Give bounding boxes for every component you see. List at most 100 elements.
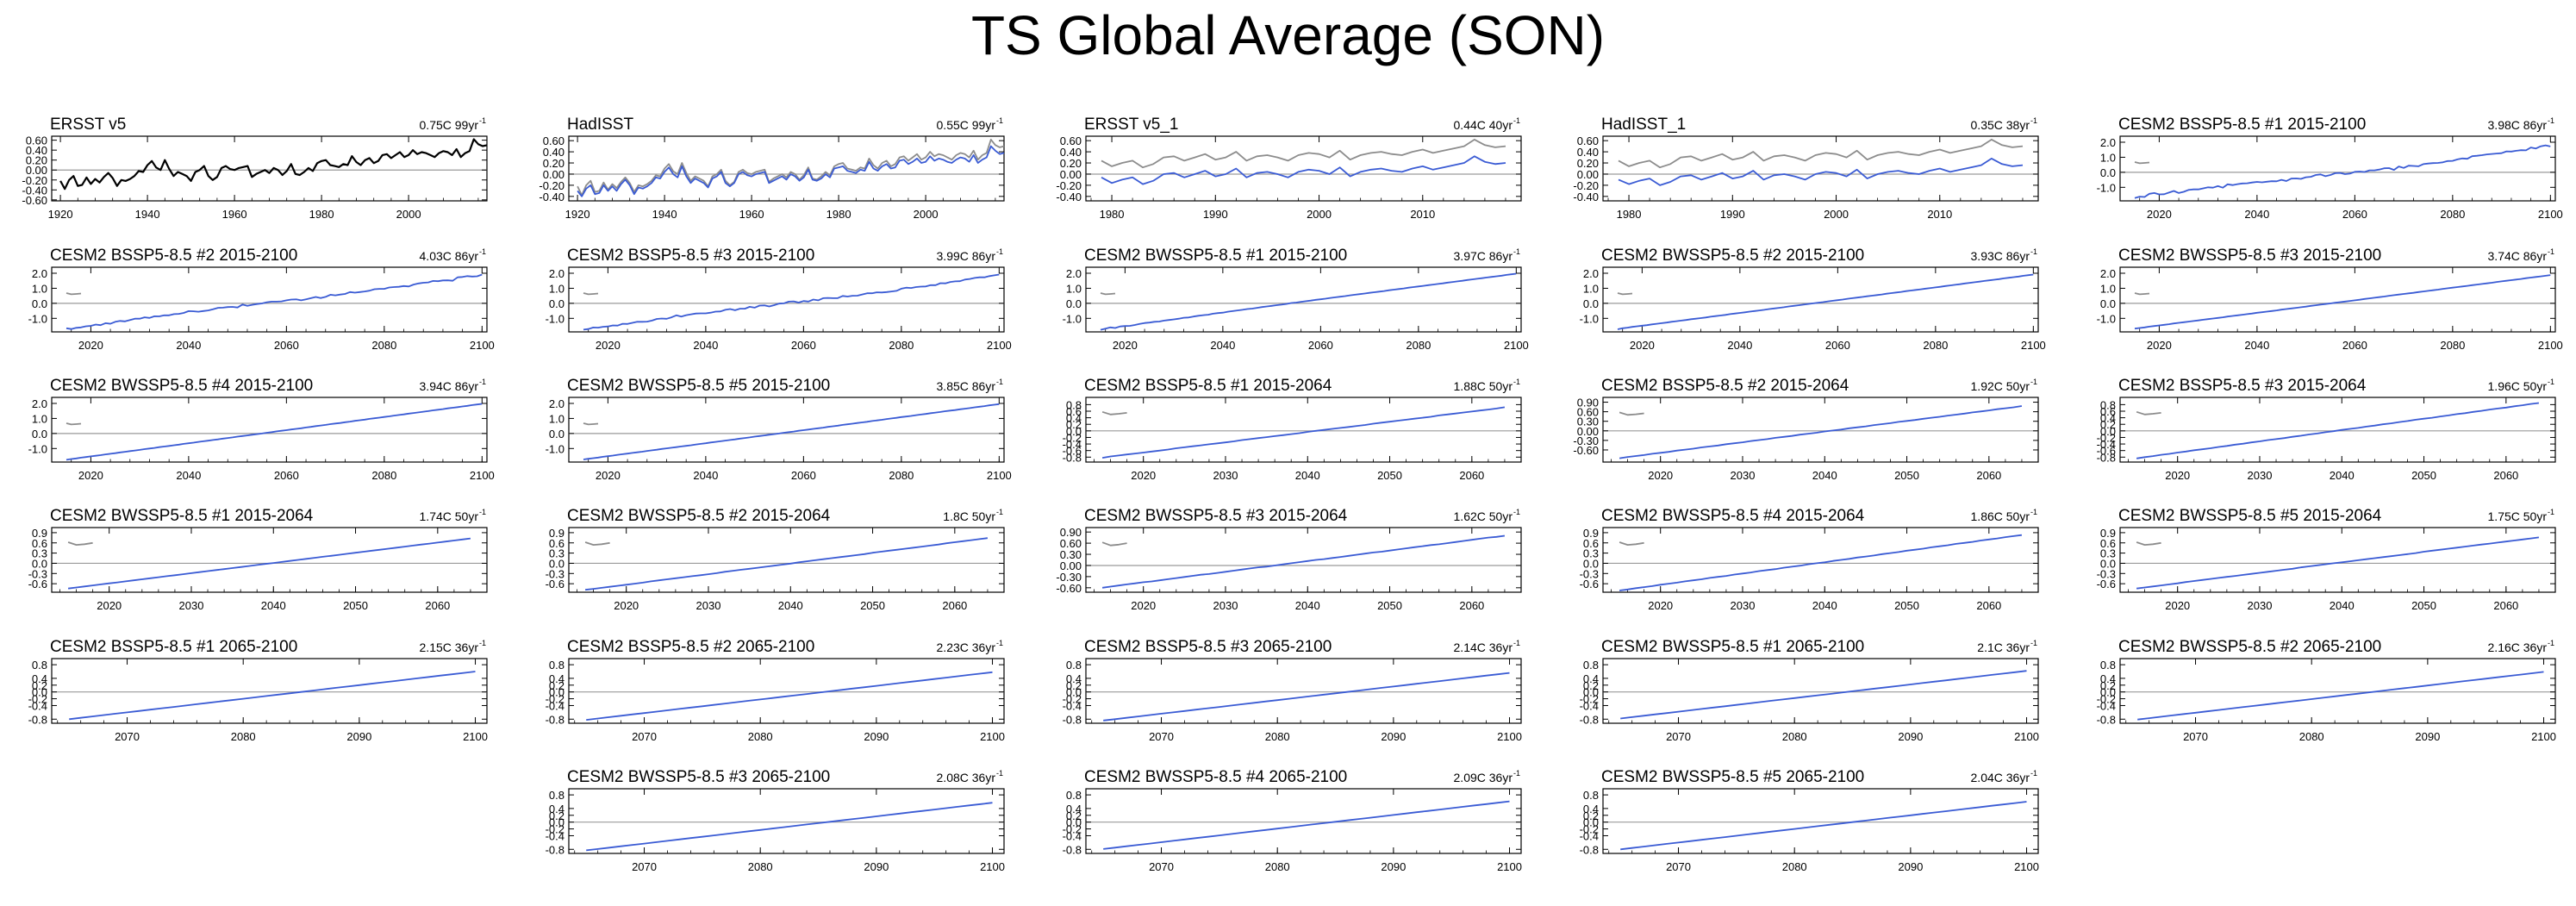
plot-frame	[1602, 266, 2039, 333]
panel-10: CESM2 BWSSP5-8.5 #3 2015-2100 3.74C 86yr -…	[2097, 247, 2563, 352]
y-tick-label: -0.40	[539, 191, 564, 203]
plot-frame	[2119, 266, 2556, 333]
x-tick-label: 2020	[1630, 339, 1655, 352]
x-tick-label: 2100	[463, 730, 488, 743]
x-tick-label: 2080	[1782, 860, 1807, 873]
y-tick-label: -0.40	[1056, 191, 1082, 203]
y-tick-label: 0.2	[1066, 809, 1082, 822]
model-series-line	[67, 537, 471, 590]
x-tick-label: 2010	[1410, 208, 1435, 221]
panel-trend: 2.1C 36yr	[1977, 640, 2030, 654]
x-tick-label: 2040	[778, 599, 803, 612]
panel-6: CESM2 BSSP5-8.5 #2 2015-2100 4.03C 86yr -1…	[28, 247, 495, 352]
obs-series-line	[67, 541, 93, 546]
y-tick-label: 0.0	[1066, 816, 1082, 829]
model-series-line	[1100, 272, 1517, 331]
trend-exponent: -1	[479, 508, 486, 516]
y-tick-label: 0.0	[1583, 557, 1599, 570]
panel-27: CESM2 BWSSP5-8.5 #4 2065-2100 2.09C 36yr -…	[1063, 768, 1522, 873]
y-tick-label: 0.0	[2100, 686, 2116, 699]
plot-frame	[51, 266, 488, 333]
y-tick-label: 0.8	[1583, 789, 1599, 802]
y-tick-label: 0.4	[2100, 412, 2116, 425]
y-tick-label: -0.40	[22, 184, 47, 197]
x-tick-label: 1980	[1100, 208, 1125, 221]
y-tick-label: 0.3	[1583, 547, 1599, 560]
panel-trend: 3.98C 86yr	[2488, 118, 2548, 132]
y-tick-label: 0.00	[1577, 168, 1599, 181]
x-tick-label: 2080	[1923, 339, 1948, 352]
y-tick-label: -1.0	[28, 442, 47, 455]
y-tick-label: 0.2	[2100, 679, 2116, 692]
x-tick-label: 1990	[1720, 208, 1745, 221]
y-tick-label: 2.0	[2100, 267, 2116, 280]
x-tick-label: 2040	[261, 599, 286, 612]
trend-exponent: -1	[1513, 639, 1520, 647]
y-tick-label: -0.60	[22, 194, 47, 207]
panel-title: CESM2 BSSP5-8.5 #1 2065-2100	[50, 638, 297, 656]
y-tick-label: 0.40	[26, 144, 47, 157]
x-tick-label: 2060	[1825, 339, 1850, 352]
x-tick-label: 2080	[371, 339, 396, 352]
y-tick-label: 0.90	[1577, 397, 1599, 409]
trend-exponent: -1	[996, 247, 1003, 256]
x-tick-label: 2020	[97, 599, 122, 612]
plot-frame	[568, 266, 1005, 333]
panel-trend: 3.99C 86yr	[937, 249, 996, 263]
x-tick-label: 2000	[396, 208, 421, 221]
obs-series-line	[65, 422, 82, 426]
x-tick-label: 2100	[1497, 860, 1522, 873]
y-tick-label: 0.4	[549, 803, 564, 815]
plot-frame	[568, 788, 1005, 854]
y-tick-label: 0.2	[1583, 809, 1599, 822]
y-tick-label: 0.9	[1583, 527, 1599, 540]
y-tick-label: 0.2	[2100, 418, 2116, 431]
plot-frame	[1602, 527, 2039, 593]
x-tick-label: 2030	[1213, 599, 1238, 612]
x-tick-label: 2060	[2342, 339, 2367, 352]
x-tick-label: 2020	[2147, 208, 2172, 221]
y-tick-label: 0.8	[549, 659, 564, 672]
y-tick-label: -0.4	[1063, 699, 1082, 712]
trend-exponent: -1	[996, 378, 1003, 386]
y-tick-label: 0.6	[2100, 537, 2116, 550]
trend-exponent: -1	[2030, 116, 2037, 125]
x-tick-label: 1980	[826, 208, 851, 221]
y-tick-label: -0.60	[1573, 444, 1599, 457]
x-tick-label: 2060	[274, 469, 299, 482]
panel-title: CESM2 BSSP5-8.5 #1 2015-2064	[1084, 377, 1332, 395]
x-tick-label: 2100	[2014, 730, 2039, 743]
y-tick-label: 0.0	[1066, 297, 1082, 310]
y-tick-label: 0.0	[2100, 425, 2116, 438]
plot-frame	[1602, 397, 2039, 463]
trend-exponent: -1	[2030, 247, 2037, 256]
y-tick-label: 0.20	[1577, 157, 1599, 170]
trend-exponent: -1	[2548, 508, 2554, 516]
obs-series-line	[2136, 541, 2161, 546]
x-tick-label: 2040	[1295, 469, 1320, 482]
x-tick-label: 2000	[1307, 208, 1332, 221]
panel-title: CESM2 BSSP5-8.5 #3 2015-2064	[2118, 377, 2367, 395]
plot-frame	[1602, 788, 2039, 854]
x-tick-label: 2020	[2165, 599, 2190, 612]
y-tick-label: 1.0	[2100, 151, 2116, 164]
y-tick-label: -0.2	[546, 693, 564, 706]
x-tick-label: 1980	[1617, 208, 1642, 221]
x-tick-label: 2030	[2248, 469, 2273, 482]
y-tick-label: 1.0	[1583, 282, 1599, 295]
model-series-line	[1619, 534, 2023, 591]
x-tick-label: 2030	[1731, 599, 1756, 612]
panel-26: CESM2 BWSSP5-8.5 #3 2065-2100 2.08C 36yr -…	[546, 768, 1005, 873]
y-tick-label: -0.6	[546, 578, 564, 590]
y-tick-label: 0.20	[543, 157, 564, 170]
x-tick-label: 2050	[1377, 469, 1402, 482]
y-tick-label: -0.20	[1056, 179, 1082, 192]
model-series-line	[586, 802, 993, 852]
panel-title: CESM2 BWSSP5-8.5 #3 2015-2064	[1084, 507, 1348, 525]
panel-11: CESM2 BWSSP5-8.5 #4 2015-2100 3.94C 86yr -…	[28, 377, 495, 482]
panel-trend: 1.74C 50yr	[420, 509, 479, 523]
model-series-line	[65, 403, 483, 461]
trend-exponent: -1	[1513, 769, 1520, 778]
x-tick-label: 2020	[1131, 599, 1156, 612]
x-tick-label: 2100	[987, 339, 1012, 352]
